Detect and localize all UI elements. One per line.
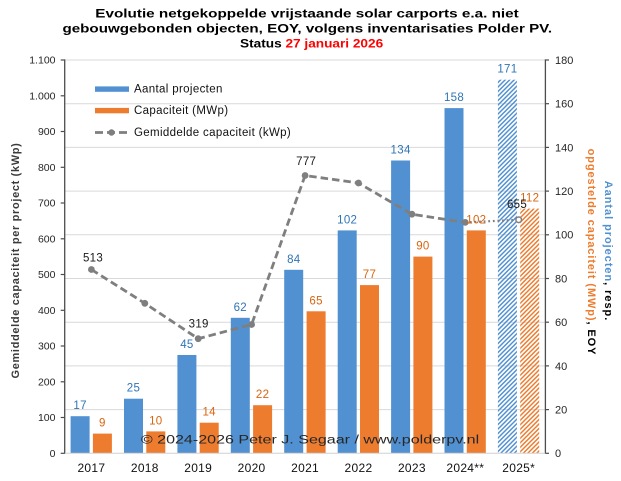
svg-text:80: 80 (555, 273, 567, 285)
svg-text:134: 134 (391, 145, 411, 157)
svg-text:60: 60 (555, 317, 567, 329)
svg-text:Status 27 januari 2026: Status 27 januari 2026 (240, 36, 383, 50)
svg-text:2022: 2022 (345, 461, 373, 475)
svg-text:2024**: 2024** (446, 461, 484, 475)
svg-text:0: 0 (50, 448, 56, 460)
svg-text:180: 180 (555, 55, 573, 67)
svg-text:1.000: 1.000 (29, 91, 55, 103)
svg-text:300: 300 (38, 341, 56, 353)
svg-text:777: 777 (296, 156, 316, 168)
svg-text:1.100: 1.100 (29, 55, 55, 67)
svg-text:gebouwgebonden objecten, EOY,: gebouwgebonden objecten, EOY, volgens in… (62, 21, 552, 35)
svg-text:100: 100 (555, 230, 573, 242)
svg-text:9: 9 (99, 418, 106, 430)
svg-text:Evolutie netgekoppelde vrijsta: Evolutie netgekoppelde vrijstaande solar… (95, 6, 519, 20)
svg-text:900: 900 (38, 126, 56, 138)
svg-text:45: 45 (180, 339, 193, 351)
svg-text:25: 25 (127, 383, 140, 395)
svg-text:100: 100 (38, 412, 56, 424)
svg-text:opgestelde capaciteit (MWp), E: opgestelde capaciteit (MWp), EOY (585, 149, 597, 356)
svg-text:Gemiddelde capaciteit (kWp): Gemiddelde capaciteit (kWp) (134, 127, 291, 139)
svg-text:800: 800 (38, 162, 56, 174)
svg-text:Aantal projecten, resp.: Aantal projecten, resp. (602, 181, 614, 321)
svg-text:2023: 2023 (398, 461, 426, 475)
svg-text:14: 14 (202, 407, 216, 419)
svg-text:Gemiddelde capaciteit per proj: Gemiddelde capaciteit per project (kWp) (10, 142, 22, 378)
svg-text:200: 200 (38, 377, 56, 389)
svg-text:600: 600 (38, 234, 56, 246)
svg-text:160: 160 (555, 99, 573, 111)
svg-text:10: 10 (149, 415, 162, 427)
svg-text:158: 158 (444, 92, 464, 104)
svg-text:2021: 2021 (291, 461, 319, 475)
svg-text:© 2024-2026 Peter J. Segaar /: © 2024-2026 Peter J. Segaar / www.polder… (141, 433, 479, 447)
svg-text:500: 500 (38, 269, 56, 281)
svg-text:140: 140 (555, 142, 573, 154)
svg-text:17: 17 (73, 400, 86, 412)
svg-text:40: 40 (555, 361, 567, 373)
svg-text:513: 513 (83, 252, 103, 264)
svg-text:Capaciteit (MWp): Capaciteit (MWp) (134, 105, 228, 117)
svg-text:655: 655 (507, 199, 527, 211)
svg-text:319: 319 (189, 319, 209, 331)
svg-text:700: 700 (38, 198, 56, 210)
svg-text:90: 90 (416, 241, 429, 253)
svg-text:Aantal projecten: Aantal projecten (134, 84, 223, 96)
svg-text:102: 102 (337, 214, 357, 226)
svg-text:102: 102 (466, 214, 486, 226)
svg-text:2025*: 2025* (502, 461, 535, 475)
svg-text:400: 400 (38, 305, 56, 317)
svg-text:2019: 2019 (184, 461, 212, 475)
svg-text:22: 22 (256, 389, 269, 401)
svg-text:120: 120 (555, 186, 573, 198)
svg-text:171: 171 (497, 64, 517, 76)
svg-text:62: 62 (234, 302, 247, 314)
svg-text:2020: 2020 (238, 461, 266, 475)
svg-text:77: 77 (363, 269, 376, 281)
svg-text:84: 84 (287, 254, 301, 266)
svg-text:2017: 2017 (77, 461, 105, 475)
svg-text:2018: 2018 (131, 461, 159, 475)
svg-text:65: 65 (309, 295, 322, 307)
svg-text:0: 0 (555, 448, 561, 460)
svg-text:20: 20 (555, 405, 567, 417)
svg-text:112: 112 (520, 193, 539, 205)
